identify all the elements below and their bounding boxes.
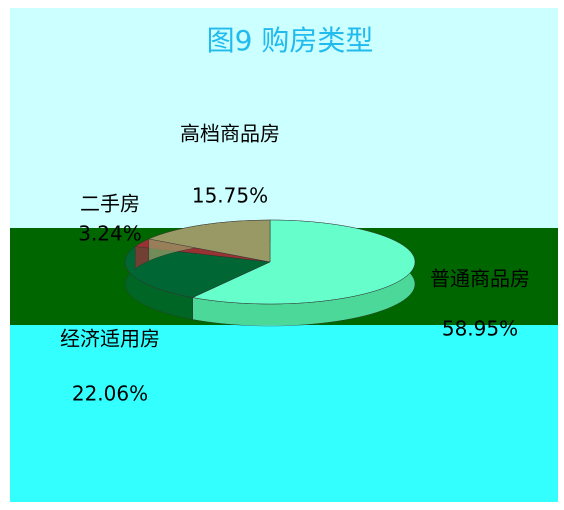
value-label: 22.06% (72, 382, 148, 406)
pie-slice (124, 246, 271, 298)
value-label: 15.75% (192, 184, 268, 208)
value-label: 58.95% (442, 317, 518, 341)
pie-slice (191, 219, 416, 305)
category-label: 经济适用房 (60, 327, 160, 351)
background-top (10, 8, 558, 228)
chart-title: 图9 购房类型 (207, 24, 374, 57)
value-label: 3.24% (78, 222, 142, 246)
category-label: 高档商品房 (180, 122, 280, 146)
background-bottom (10, 325, 558, 502)
category-label: 普通商品房 (430, 267, 530, 291)
category-label: 二手房 (80, 192, 140, 216)
pie-slice (147, 219, 271, 263)
